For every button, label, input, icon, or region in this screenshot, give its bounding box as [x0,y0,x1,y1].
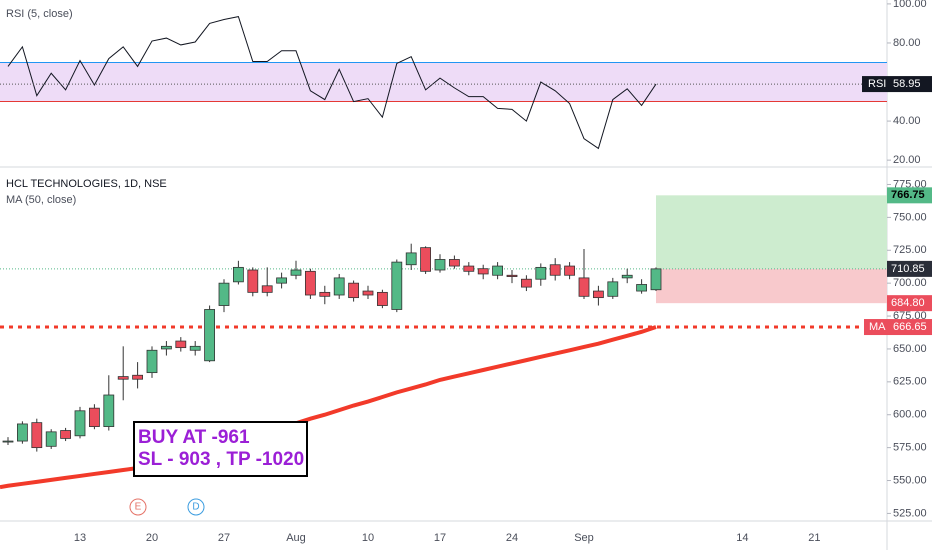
candle-body [117,376,129,380]
y-tick-label: 40.00 [893,115,921,127]
candle-body [261,285,273,293]
candle-body [31,422,43,449]
x-tick-label: 14 [736,532,748,544]
y-tick-label: 725.00 [893,244,927,256]
x-tick-label: 13 [74,532,86,544]
candle-body [74,410,86,437]
candle-body [650,268,662,291]
x-tick-label: 21 [808,532,820,544]
candle-body [405,252,417,266]
candle-body [175,340,187,349]
rsi-band [0,62,887,102]
candle-body [160,345,172,350]
candle-body [492,265,504,276]
rsi-title: RSI (5, close) [6,8,73,20]
stop-tag: 684.80 [891,297,925,309]
y-tick-label: 625.00 [893,376,927,388]
candle-body [290,269,302,276]
entry-tag: 710.85 [891,263,925,275]
annotation-text: SL - 903 , TP -1020 [138,449,304,470]
target-tag: 766.75 [891,189,925,201]
y-tick-label: 600.00 [893,409,927,421]
candle-body [276,277,288,284]
candle-body [448,259,460,267]
candle-body [60,430,71,439]
y-tick-label: 750.00 [893,211,927,223]
y-tick-label: 525.00 [893,507,927,519]
candle-body [348,282,360,299]
y-tick-label: 675.00 [893,310,927,322]
stop-zone [656,268,887,304]
annotation-text: BUY AT -961 [138,427,250,448]
price-tag [887,295,932,312]
y-tick-label: 20.00 [893,154,921,166]
event-marker [187,498,205,516]
candle-body [232,266,244,283]
candle-body [535,266,547,280]
ma-tag [864,319,932,336]
candle-body [376,291,388,306]
x-tick-label: 27 [218,532,230,544]
x-tick-label: Aug [286,532,306,544]
event-label: E [135,502,142,513]
candle-body [204,309,216,362]
candle-body [506,274,518,277]
candle-body [636,284,647,292]
rsi-tag-box [862,76,932,93]
rsi-tag-name: RSI [868,78,886,90]
x-tick-label: 24 [506,532,518,544]
y-tick-label: 650.00 [893,343,927,355]
y-tick-label: 100.00 [893,0,927,10]
candle-body [593,290,604,299]
candle-body [16,423,28,442]
candle-body [333,277,345,296]
candle-body [304,270,316,296]
target-zone [656,195,887,269]
candle-body [549,264,561,276]
candle-body [362,290,374,296]
candle-body [247,269,259,293]
event-marker [129,498,147,516]
candle-body [45,431,57,447]
candle-body [434,259,446,271]
candle-body [132,374,144,380]
candle-body [621,274,633,279]
price-tag [887,187,932,204]
candle-body [319,291,331,297]
x-tick-label: Sep [574,532,594,544]
candle-body [189,345,201,351]
ma-line [0,325,657,490]
candle-body [521,278,532,288]
x-tick-label: 20 [146,532,158,544]
candle-body [89,407,100,427]
ma-tag-name: MA [869,321,886,333]
x-tick-label: 17 [434,532,446,544]
candle-body [564,265,575,276]
ma-subtitle: MA (50, close) [6,194,76,206]
y-tick-label: 575.00 [893,442,927,454]
candle-body [146,349,158,374]
candle-body [420,247,432,272]
event-label: D [192,502,199,513]
candle-body [578,277,590,297]
y-tick-label: 80.00 [893,37,921,49]
y-tick-label: 700.00 [893,277,927,289]
candle-body [463,265,475,272]
chart-title: HCL TECHNOLOGIES, 1D, NSE [6,178,167,190]
candle-body [103,394,115,427]
y-tick-label: 550.00 [893,474,927,486]
rsi-line [7,16,657,150]
ma-tag-value: 666.65 [893,321,927,333]
candle-body [2,440,14,443]
candle-body [607,281,619,297]
x-tick-label: 10 [362,532,374,544]
candle-body [477,268,489,275]
price-tag [887,260,932,277]
rsi-tag-value: 58.95 [893,78,921,90]
candle-body [218,282,230,306]
annotation-box [133,421,308,477]
candle-body [391,261,403,310]
